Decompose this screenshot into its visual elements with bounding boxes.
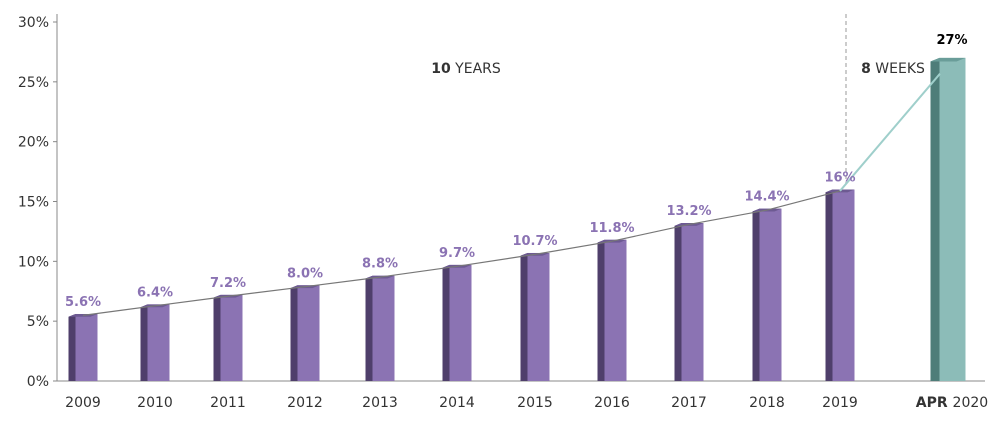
bar-side: [442, 264, 450, 381]
bar: [365, 275, 395, 381]
bars: [68, 57, 966, 382]
x-tick-label: APR 2020: [916, 395, 988, 411]
data-label: 9.7%: [439, 246, 475, 261]
data-label: 16%: [824, 171, 855, 186]
bar-front: [372, 275, 395, 381]
annotation-ten-years-text: YEARS: [451, 61, 501, 77]
y-tick-label: 5%: [27, 314, 49, 330]
trend-lines: [82, 14, 941, 316]
x-tick-label: 2012: [287, 395, 323, 411]
bar-side: [825, 189, 833, 381]
bar: [213, 294, 243, 381]
annotation-ten-years-number: 10: [431, 61, 451, 77]
x-tick-label: 2011: [210, 395, 246, 411]
bar-side: [213, 294, 221, 381]
bar: [290, 285, 320, 381]
bar-front: [832, 189, 855, 381]
bar: [442, 264, 472, 381]
data-label: 7.2%: [210, 276, 246, 291]
bar: [752, 208, 782, 381]
bar-front: [939, 57, 966, 382]
data-label: 5.6%: [65, 295, 101, 310]
bar: [597, 239, 627, 381]
bar-front: [75, 313, 98, 381]
bar-front: [147, 304, 170, 381]
bar-side: [674, 223, 682, 381]
annotation-eight-weeks-text: WEEKS: [871, 61, 925, 77]
y-tick-label: 15%: [18, 195, 49, 211]
bar-side: [520, 252, 528, 381]
bar-front: [759, 208, 782, 381]
bar: [140, 304, 170, 381]
data-labels: 5.6% 6.4% 7.2% 8.0% 8.8% 9.7% 10.7% 11.8% 13.2% 1…: [65, 33, 968, 310]
annotations: 10 YEARS 8 WEEKS: [431, 61, 925, 77]
bar-side: [930, 57, 940, 382]
bar-front: [604, 239, 627, 381]
y-tick-label: 30%: [18, 15, 49, 31]
bar-front: [220, 294, 243, 381]
data-label: 14.4%: [744, 190, 789, 205]
bar-side: [290, 285, 298, 381]
annotation-eight-weeks: 8 WEEKS: [861, 61, 925, 77]
bar-front: [681, 223, 704, 381]
x-tick-label: 2016: [594, 395, 630, 411]
bar-front: [527, 252, 550, 381]
bar: [520, 252, 550, 381]
jump-line: [839, 73, 941, 192]
bar: [68, 313, 98, 381]
bar-side: [597, 239, 605, 381]
data-label: 13.2%: [666, 204, 711, 219]
x-axis-labels: 2009 2010 2011 2012 2013 2014 2015 2016 2017 2018…: [65, 395, 988, 411]
x-tick-label: 2010: [137, 395, 173, 411]
bar-front: [297, 285, 320, 381]
bar-side: [365, 275, 373, 381]
y-tick-label: 25%: [18, 75, 49, 91]
y-tick-label: 10%: [18, 254, 49, 270]
bar-front: [449, 264, 472, 381]
bar: [674, 223, 704, 381]
x-tick-label: 2013: [362, 395, 398, 411]
bar-side: [140, 304, 148, 381]
bar: [825, 189, 855, 381]
data-label: 11.8%: [589, 221, 634, 236]
x-tick-label-bold: APR: [916, 395, 953, 411]
x-tick-label: 2015: [517, 395, 553, 411]
data-label: 10.7%: [512, 234, 557, 249]
data-label-highlight: 27%: [936, 33, 967, 48]
annotation-eight-weeks-number: 8: [861, 61, 871, 77]
x-tick-label: 2018: [749, 395, 785, 411]
x-tick-label: 2009: [65, 395, 101, 411]
bar-side: [68, 313, 76, 381]
x-tick-label-rest: 2020: [953, 395, 989, 411]
x-tick-label: 2019: [822, 395, 858, 411]
data-label: 6.4%: [137, 285, 173, 300]
y-tick-label: 0%: [27, 374, 49, 390]
trend-line: [82, 190, 841, 316]
y-axis: 0% 5% 10% 15% 20% 25% 30%: [18, 14, 985, 390]
x-tick-label: 2014: [439, 395, 475, 411]
annotation-ten-years: 10 YEARS: [431, 61, 501, 77]
x-tick-label: 2017: [671, 395, 707, 411]
bar-top: [930, 57, 966, 62]
data-label: 8.0%: [287, 266, 323, 281]
bar-highlight: [930, 57, 966, 382]
y-tick-label: 20%: [18, 135, 49, 151]
data-label: 8.8%: [362, 257, 398, 272]
bar-side: [752, 208, 760, 381]
